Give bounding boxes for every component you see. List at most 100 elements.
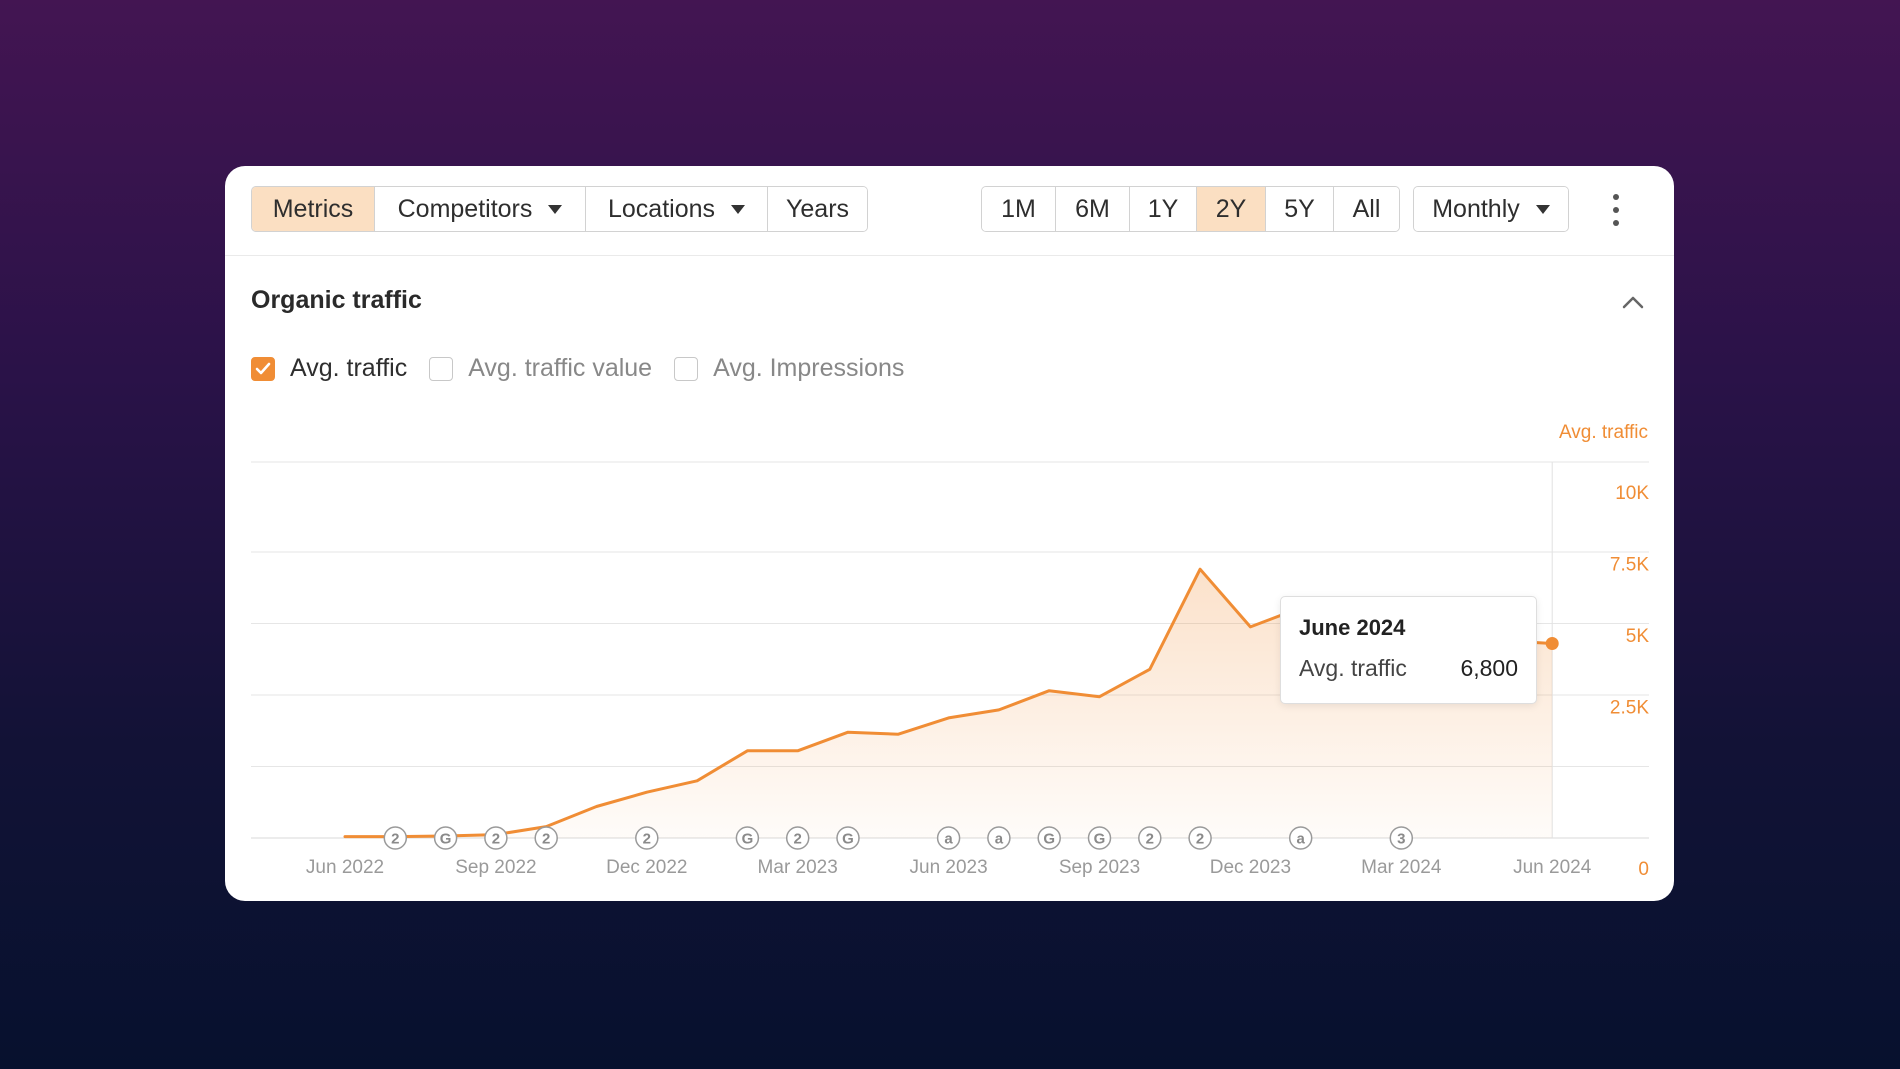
annotation-circle [1138,826,1162,850]
annotation-marker[interactable]: 2 [484,826,508,850]
more-options-icon[interactable] [1605,194,1627,226]
caret-down-icon [731,204,746,214]
annotation-marker[interactable]: G [1037,826,1061,850]
annotation-circle [1288,826,1313,850]
annotation-marker[interactable]: 2 [1138,826,1162,850]
tooltip-value: 6,800 [1460,655,1518,681]
x-tick-label: Sep 2022 [455,857,536,878]
annotation-circle [836,826,860,850]
annotation-label: G [1043,831,1055,848]
y-axis-title: Avg. traffic [1558,422,1648,443]
annotation-label: 3 [1397,831,1405,848]
x-tick-label: Mar 2023 [758,857,838,878]
date-range-group: 1M 6M 1Y 2Y 5Y All [981,186,1400,232]
range-all-button[interactable]: All [1334,187,1399,231]
annotation-label: G [842,831,854,848]
annotation-label: G [440,831,452,848]
section-title: Organic traffic [251,286,422,314]
annotation-marker[interactable]: 2 [635,826,659,850]
organic-traffic-card: Metrics Competitors Locations Years 1M 6… [225,166,1674,901]
interval-dropdown[interactable]: Monthly [1414,187,1568,231]
checkbox-avg-impressions[interactable]: Avg. Impressions [674,354,904,383]
annotation-circle [735,826,760,850]
range-6m-button[interactable]: 6M [1056,187,1130,231]
annotation-circle [936,826,961,850]
annotation-circle [484,826,508,850]
years-label: Years [786,194,850,223]
checkbox-checked-icon [251,356,275,381]
tooltip-date: June 2024 [1299,615,1406,640]
y-tick-label: 0 [1638,859,1649,880]
competitors-dropdown[interactable]: Competitors [375,187,586,231]
range-1m-button[interactable]: 1M [982,187,1056,231]
checkbox-avg-traffic-value[interactable]: Avg. traffic value [429,354,652,383]
annotation-circle [1188,826,1212,850]
checkbox-label: Avg. traffic [290,354,408,382]
caret-down-icon [548,204,563,214]
checkbox-avg-traffic[interactable]: Avg. traffic [251,354,407,383]
annotation-circle [534,826,558,850]
annotation-marker[interactable]: a [936,826,961,850]
annotation-circle [635,826,659,850]
metrics-label: Metrics [272,194,354,223]
checkbox-label: Avg. traffic value [468,354,653,382]
annotation-label: a [944,831,953,848]
x-tick-label: Jun 2022 [306,857,384,878]
checkbox-unchecked-icon [429,356,454,381]
highlighted-point [1545,637,1559,651]
x-tick-label: Dec 2022 [606,857,687,878]
annotation-marker[interactable]: G [433,826,458,850]
years-button[interactable]: Years [768,187,867,231]
annotation-circle [1037,826,1061,850]
x-tick-label: Sep 2023 [1059,857,1140,878]
metrics-filter-group: Metrics Competitors Locations Years [251,186,868,232]
x-tick-label: Mar 2024 [1361,857,1442,878]
annotation-marker[interactable]: G [836,826,860,850]
y-tick-label: 2.5K [1610,698,1649,719]
interval-dropdown-group: Monthly [1413,186,1569,232]
annotation-marker[interactable]: 2 [383,826,408,850]
x-tick-label: Jun 2023 [910,857,988,878]
annotation-label: G [742,831,754,848]
range-2y-button[interactable]: 2Y [1197,187,1266,231]
checkbox-unchecked-icon [674,356,699,381]
locations-dropdown[interactable]: Locations [586,187,768,231]
annotation-circle [1087,826,1112,850]
annotation-label: a [1297,831,1306,848]
x-tick-label: Dec 2023 [1210,857,1291,878]
y-tick-label: 5K [1626,626,1650,647]
tooltip-label: Avg. traffic [1299,655,1407,681]
annotation-marker[interactable]: 2 [534,826,558,850]
checkbox-label: Avg. Impressions [713,354,905,382]
annotation-label: 2 [643,831,651,848]
annotation-label: 2 [391,831,399,848]
range-1y-button[interactable]: 1Y [1130,187,1197,231]
annotation-circle [383,826,408,850]
annotation-label: 2 [492,831,500,848]
range-5y-button[interactable]: 5Y [1266,187,1334,231]
annotation-label: a [995,831,1004,848]
annotation-label: 2 [1146,831,1154,848]
y-tick-label: 10K [1615,483,1649,504]
annotation-circle [785,826,810,850]
chart-tooltip: June 2024 Avg. traffic 6,800 [1280,596,1537,704]
annotation-marker[interactable]: G [735,826,760,850]
annotation-marker[interactable]: a [987,826,1011,850]
annotation-marker[interactable]: 3 [1389,826,1414,850]
annotation-circle [1389,826,1414,850]
annotation-marker[interactable]: a [1288,826,1313,850]
tooltip-row: Avg. traffic 6,800 [1299,655,1518,682]
annotation-marker[interactable]: 2 [1188,826,1212,850]
toolbar: Metrics Competitors Locations Years 1M 6… [225,166,1674,256]
annotation-marker[interactable]: 2 [785,826,810,850]
annotation-label: 2 [1196,831,1204,848]
y-tick-label: 7.5K [1610,555,1649,576]
metrics-button[interactable]: Metrics [252,187,375,231]
locations-label: Locations [607,194,716,223]
annotation-label: G [1094,831,1106,848]
competitors-label: Competitors [397,194,533,223]
annotation-marker[interactable]: G [1087,826,1112,850]
x-tick-label: Jun 2024 [1513,857,1592,878]
chevron-up-icon[interactable] [1621,292,1645,312]
